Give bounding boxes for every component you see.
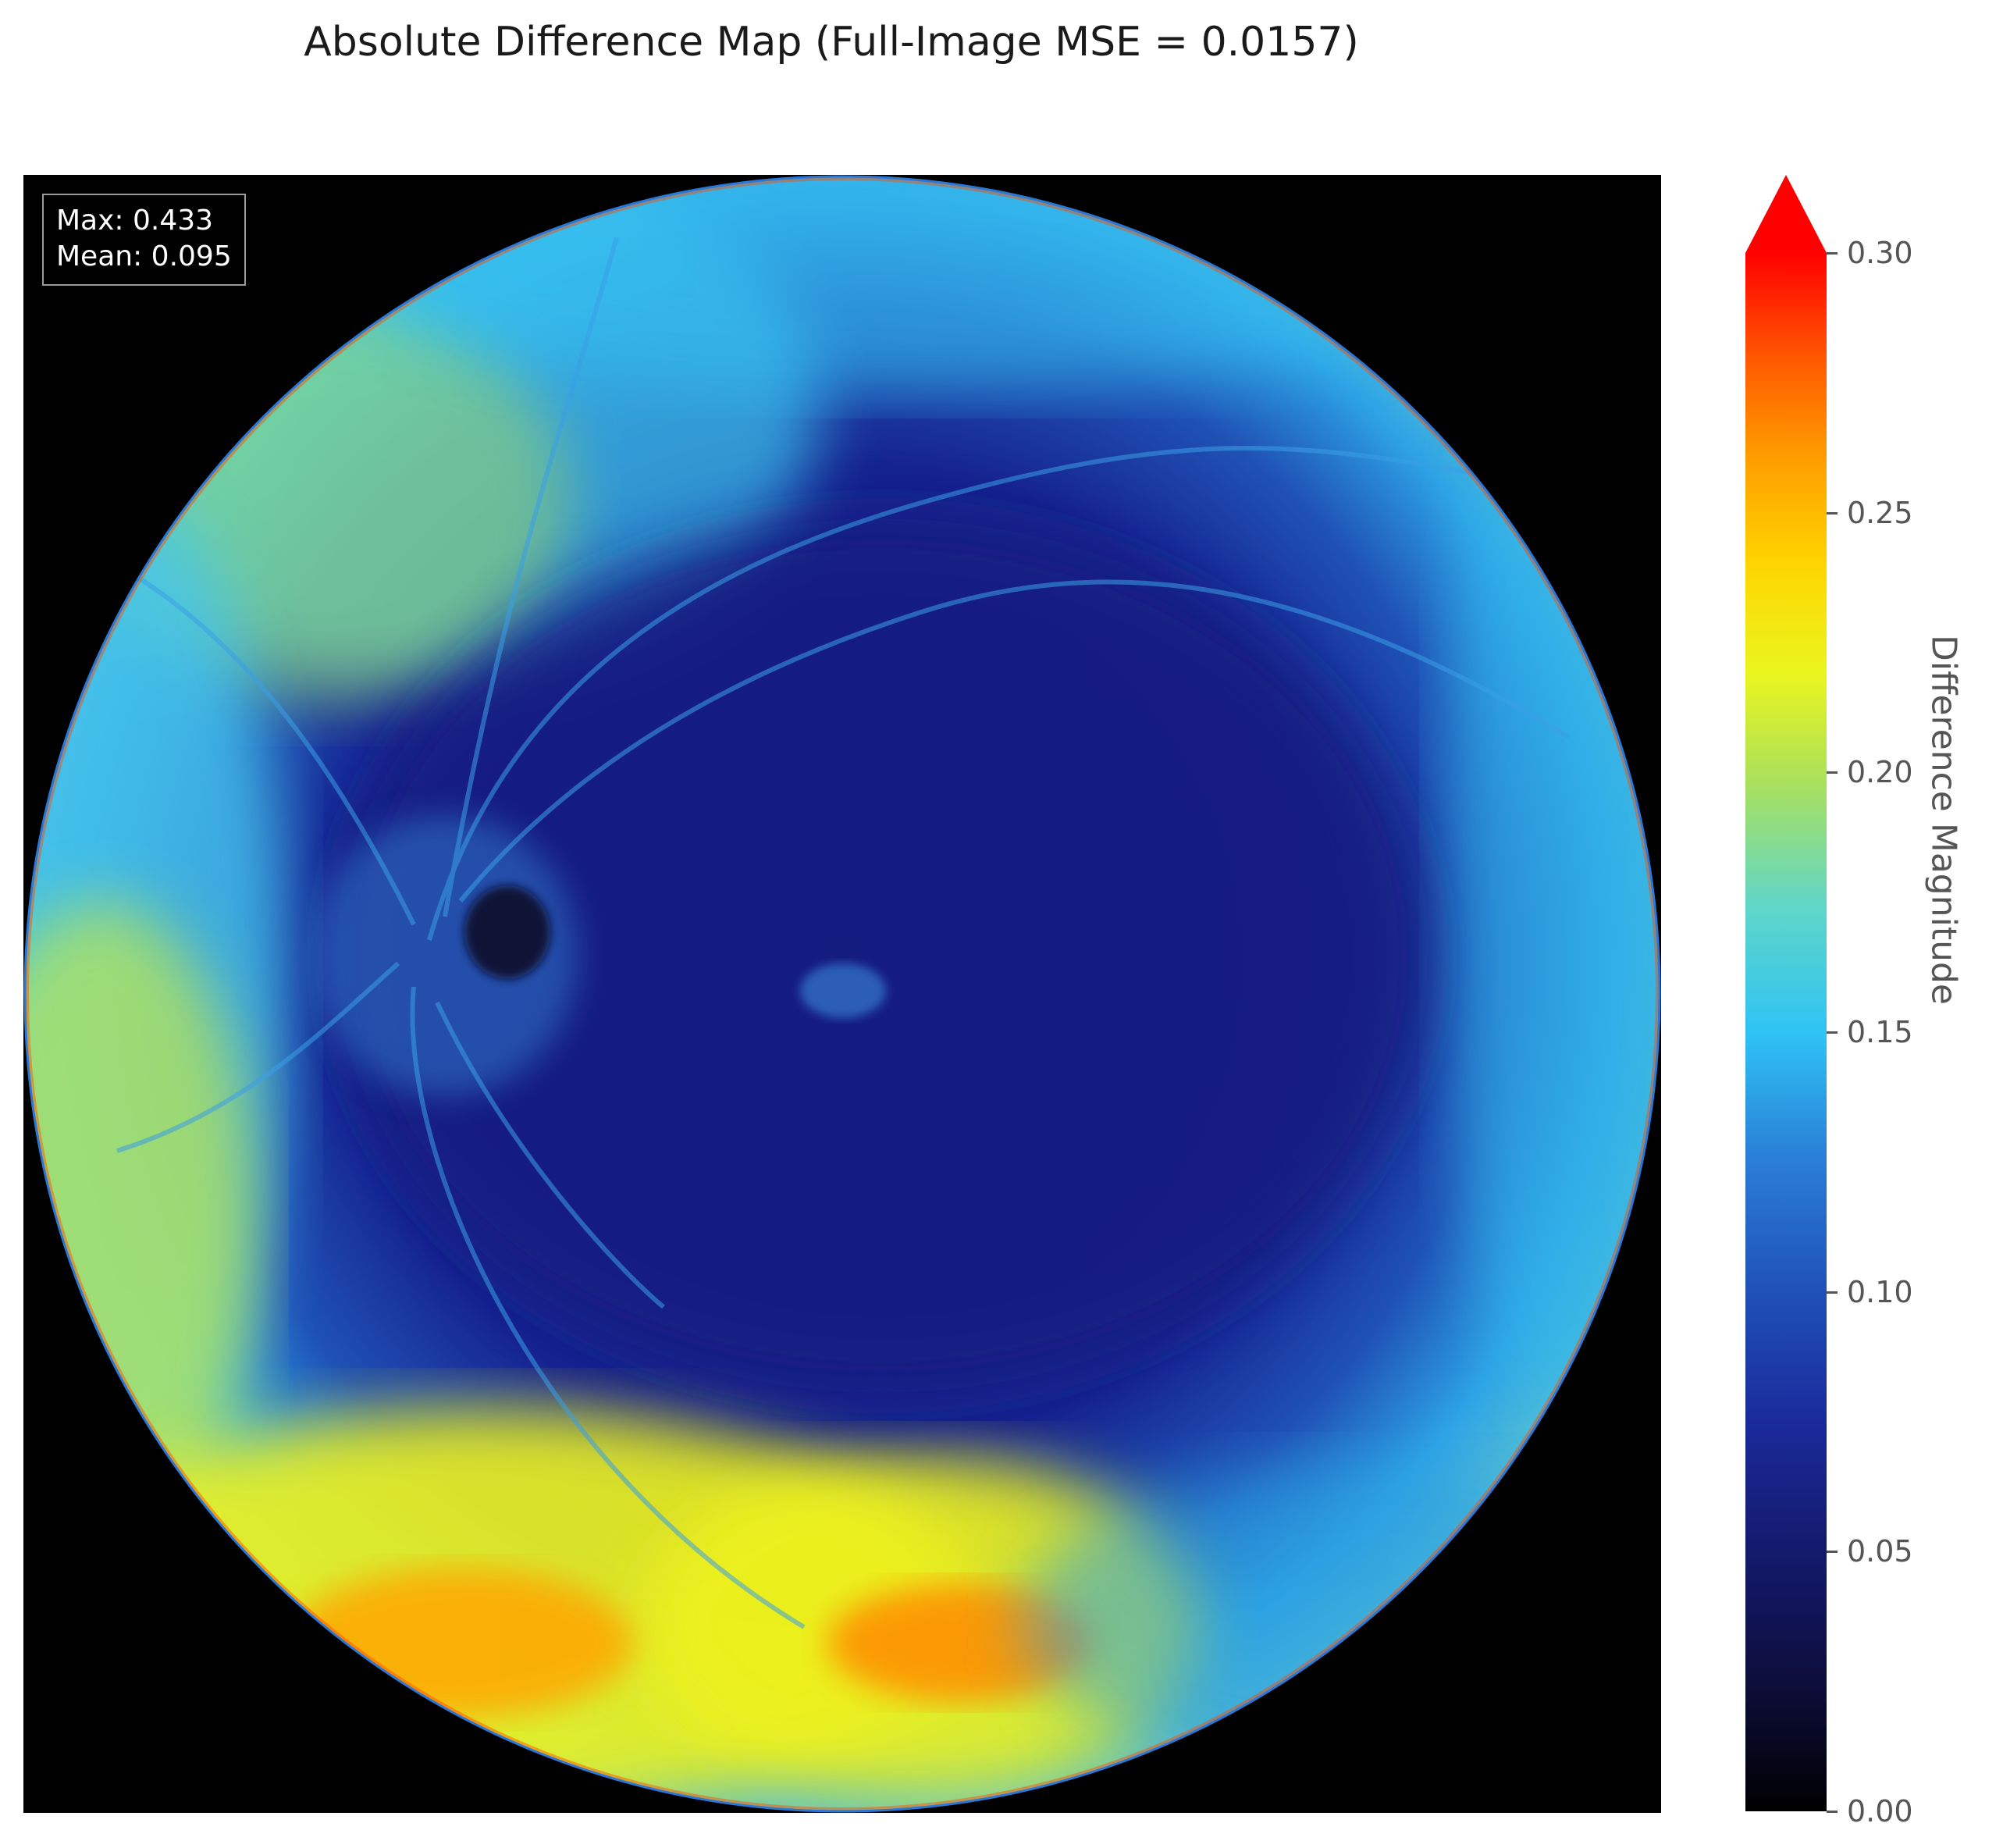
colorbar-gradient <box>1745 253 1827 1811</box>
colorbar-tick-label: 0.30 <box>1847 236 1913 270</box>
colorbar-tick-mark <box>1827 1551 1838 1554</box>
figure-title: Absolute Difference Map (Full-Image MSE … <box>304 19 1359 66</box>
colorbar-tick-mark <box>1827 771 1838 774</box>
colorbar-tick-label: 0.00 <box>1847 1794 1913 1828</box>
colorbar-tick-label: 0.15 <box>1847 1015 1913 1049</box>
max-value: Max: 0.433 <box>56 205 214 237</box>
colorbar: 0.00 0.05 0.10 0.15 0.20 0.25 0.30 <box>1745 175 2003 1830</box>
colorbar-tick-mark <box>1827 1811 1838 1813</box>
colorbar-tick-label: 0.20 <box>1847 755 1913 790</box>
colorbar-tick-mark <box>1827 1291 1838 1294</box>
stats-box: Max: 0.433 Mean: 0.095 <box>42 194 246 286</box>
colorbar-tick-label: 0.05 <box>1847 1534 1913 1569</box>
colorbar-tick-mark <box>1827 511 1838 515</box>
difference-map-image: Max: 0.433 Mean: 0.095 <box>23 175 1661 1813</box>
mean-value: Mean: 0.095 <box>56 240 232 272</box>
colorbar-tick-label: 0.25 <box>1847 495 1913 530</box>
colorbar-tick-label: 0.10 <box>1847 1274 1913 1309</box>
colorbar-extend-arrow <box>1745 175 1827 253</box>
colorbar-tick-mark <box>1827 252 1838 255</box>
colorbar-label: Difference Magnitude <box>1923 635 1964 1005</box>
colorbar-tick-mark <box>1827 1031 1838 1034</box>
